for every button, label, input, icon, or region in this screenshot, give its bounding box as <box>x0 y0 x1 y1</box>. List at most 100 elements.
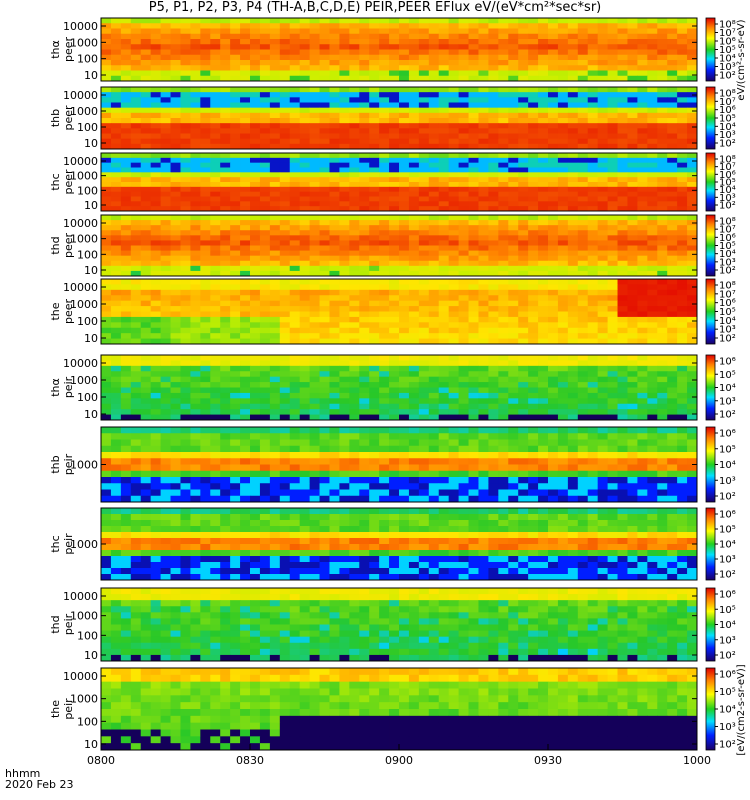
heatmap-cell <box>458 355 469 361</box>
heatmap-cell <box>448 260 459 267</box>
heatmap-cell <box>617 333 628 339</box>
heatmap-cell <box>339 23 350 29</box>
heatmap-cell <box>110 279 122 285</box>
heatmap-cell <box>240 162 251 168</box>
heatmap-cell <box>259 28 271 35</box>
heatmap-cell <box>667 445 678 453</box>
heatmap-cell <box>607 265 618 272</box>
heatmap-cell <box>220 250 231 257</box>
heatmap-cell <box>101 196 112 202</box>
heatmap-cell <box>220 49 231 56</box>
heatmap-cell <box>130 433 142 440</box>
heatmap-cell <box>557 427 569 434</box>
heatmap-cell <box>617 143 628 150</box>
heatmap-cell <box>468 196 479 202</box>
heatmap-cell <box>289 33 301 40</box>
heatmap-cell <box>120 398 132 405</box>
heatmap-cell <box>379 250 390 257</box>
heatmap-cell <box>369 470 380 478</box>
heatmap-cell <box>458 182 469 188</box>
heatmap-cell <box>657 191 668 197</box>
heatmap-cell <box>230 128 241 134</box>
heatmap-cell <box>557 398 569 405</box>
heatmap-cell <box>359 284 370 291</box>
heatmap-cell <box>587 452 599 459</box>
heatmap-cell <box>190 464 201 472</box>
colorbar-tick-label: 10⁷ <box>719 289 736 300</box>
heatmap-cell <box>319 167 330 173</box>
heatmap-cell <box>468 445 479 453</box>
heatmap-cell <box>110 458 122 465</box>
heatmap-cell <box>567 235 579 241</box>
heatmap-cell <box>359 70 370 77</box>
heatmap-cell <box>687 240 698 246</box>
heatmap-cell <box>369 311 380 318</box>
heatmap-cell <box>130 97 142 103</box>
heatmap-cell <box>160 245 171 251</box>
heatmap-cell <box>448 92 459 98</box>
heatmap-cell <box>210 240 221 246</box>
heatmap-cell <box>379 143 390 150</box>
heatmap-cell <box>647 464 658 472</box>
heatmap-cell <box>627 177 638 183</box>
heatmap-cell <box>448 65 459 71</box>
heatmap-cell <box>548 28 559 35</box>
heatmap-cell <box>567 365 579 372</box>
heatmap-cell <box>488 123 499 129</box>
heatmap-cell <box>438 458 450 465</box>
heatmap-cell <box>677 220 688 226</box>
heatmap-cell <box>567 260 579 267</box>
heatmap-cell <box>279 458 291 465</box>
heatmap-cell <box>607 250 618 257</box>
heatmap-cell <box>557 54 569 61</box>
heatmap-cell <box>359 153 370 159</box>
heatmap-cell <box>329 260 340 267</box>
heatmap-cell <box>170 107 181 114</box>
heatmap-cell <box>399 355 410 361</box>
heatmap-cell <box>279 245 291 251</box>
heatmap-cell <box>577 39 589 45</box>
heatmap-cell <box>478 18 489 24</box>
heatmap-cell <box>518 327 529 334</box>
heatmap-cell <box>299 464 310 472</box>
heatmap-cell <box>220 240 231 246</box>
heatmap-cell <box>458 112 469 119</box>
heatmap-cell <box>389 186 400 193</box>
colorbar-tick-label: 10² <box>719 334 736 345</box>
heatmap-cell <box>538 123 549 129</box>
heatmap-cell <box>279 133 291 140</box>
heatmap-cell <box>110 33 122 40</box>
heatmap-cell <box>240 311 251 318</box>
heatmap-cell <box>250 23 261 29</box>
heatmap-cell <box>478 49 489 56</box>
heatmap-cell <box>349 70 360 77</box>
heatmap-cell <box>110 112 122 119</box>
y-tick-label: 10000 <box>63 89 98 102</box>
heatmap-cell <box>448 54 459 61</box>
heatmap-cell <box>339 250 350 257</box>
heatmap-cell <box>677 445 688 453</box>
heatmap-cell <box>120 191 132 197</box>
heatmap-cell <box>567 60 579 66</box>
heatmap-cell <box>259 177 271 183</box>
heatmap-cell <box>349 201 360 207</box>
heatmap-cell <box>220 128 231 134</box>
heatmap-cell <box>180 327 191 334</box>
heatmap-cell <box>528 433 539 440</box>
heatmap-cell <box>200 107 211 114</box>
heatmap-cell <box>468 97 479 103</box>
heatmap-cell <box>110 316 122 323</box>
heatmap-cell <box>210 327 221 334</box>
heatmap-cell <box>617 225 628 231</box>
heatmap-cell <box>220 260 231 267</box>
heatmap-cell <box>399 206 410 212</box>
heatmap-cell <box>180 333 191 339</box>
heatmap-cell <box>528 464 539 472</box>
heatmap-cell <box>399 398 410 405</box>
heatmap-cell <box>408 70 420 77</box>
heatmap-cell <box>120 102 132 109</box>
heatmap-cell <box>309 365 320 372</box>
heatmap-cell <box>557 265 569 272</box>
heatmap-cell <box>617 201 628 207</box>
heatmap-cell <box>250 206 261 212</box>
